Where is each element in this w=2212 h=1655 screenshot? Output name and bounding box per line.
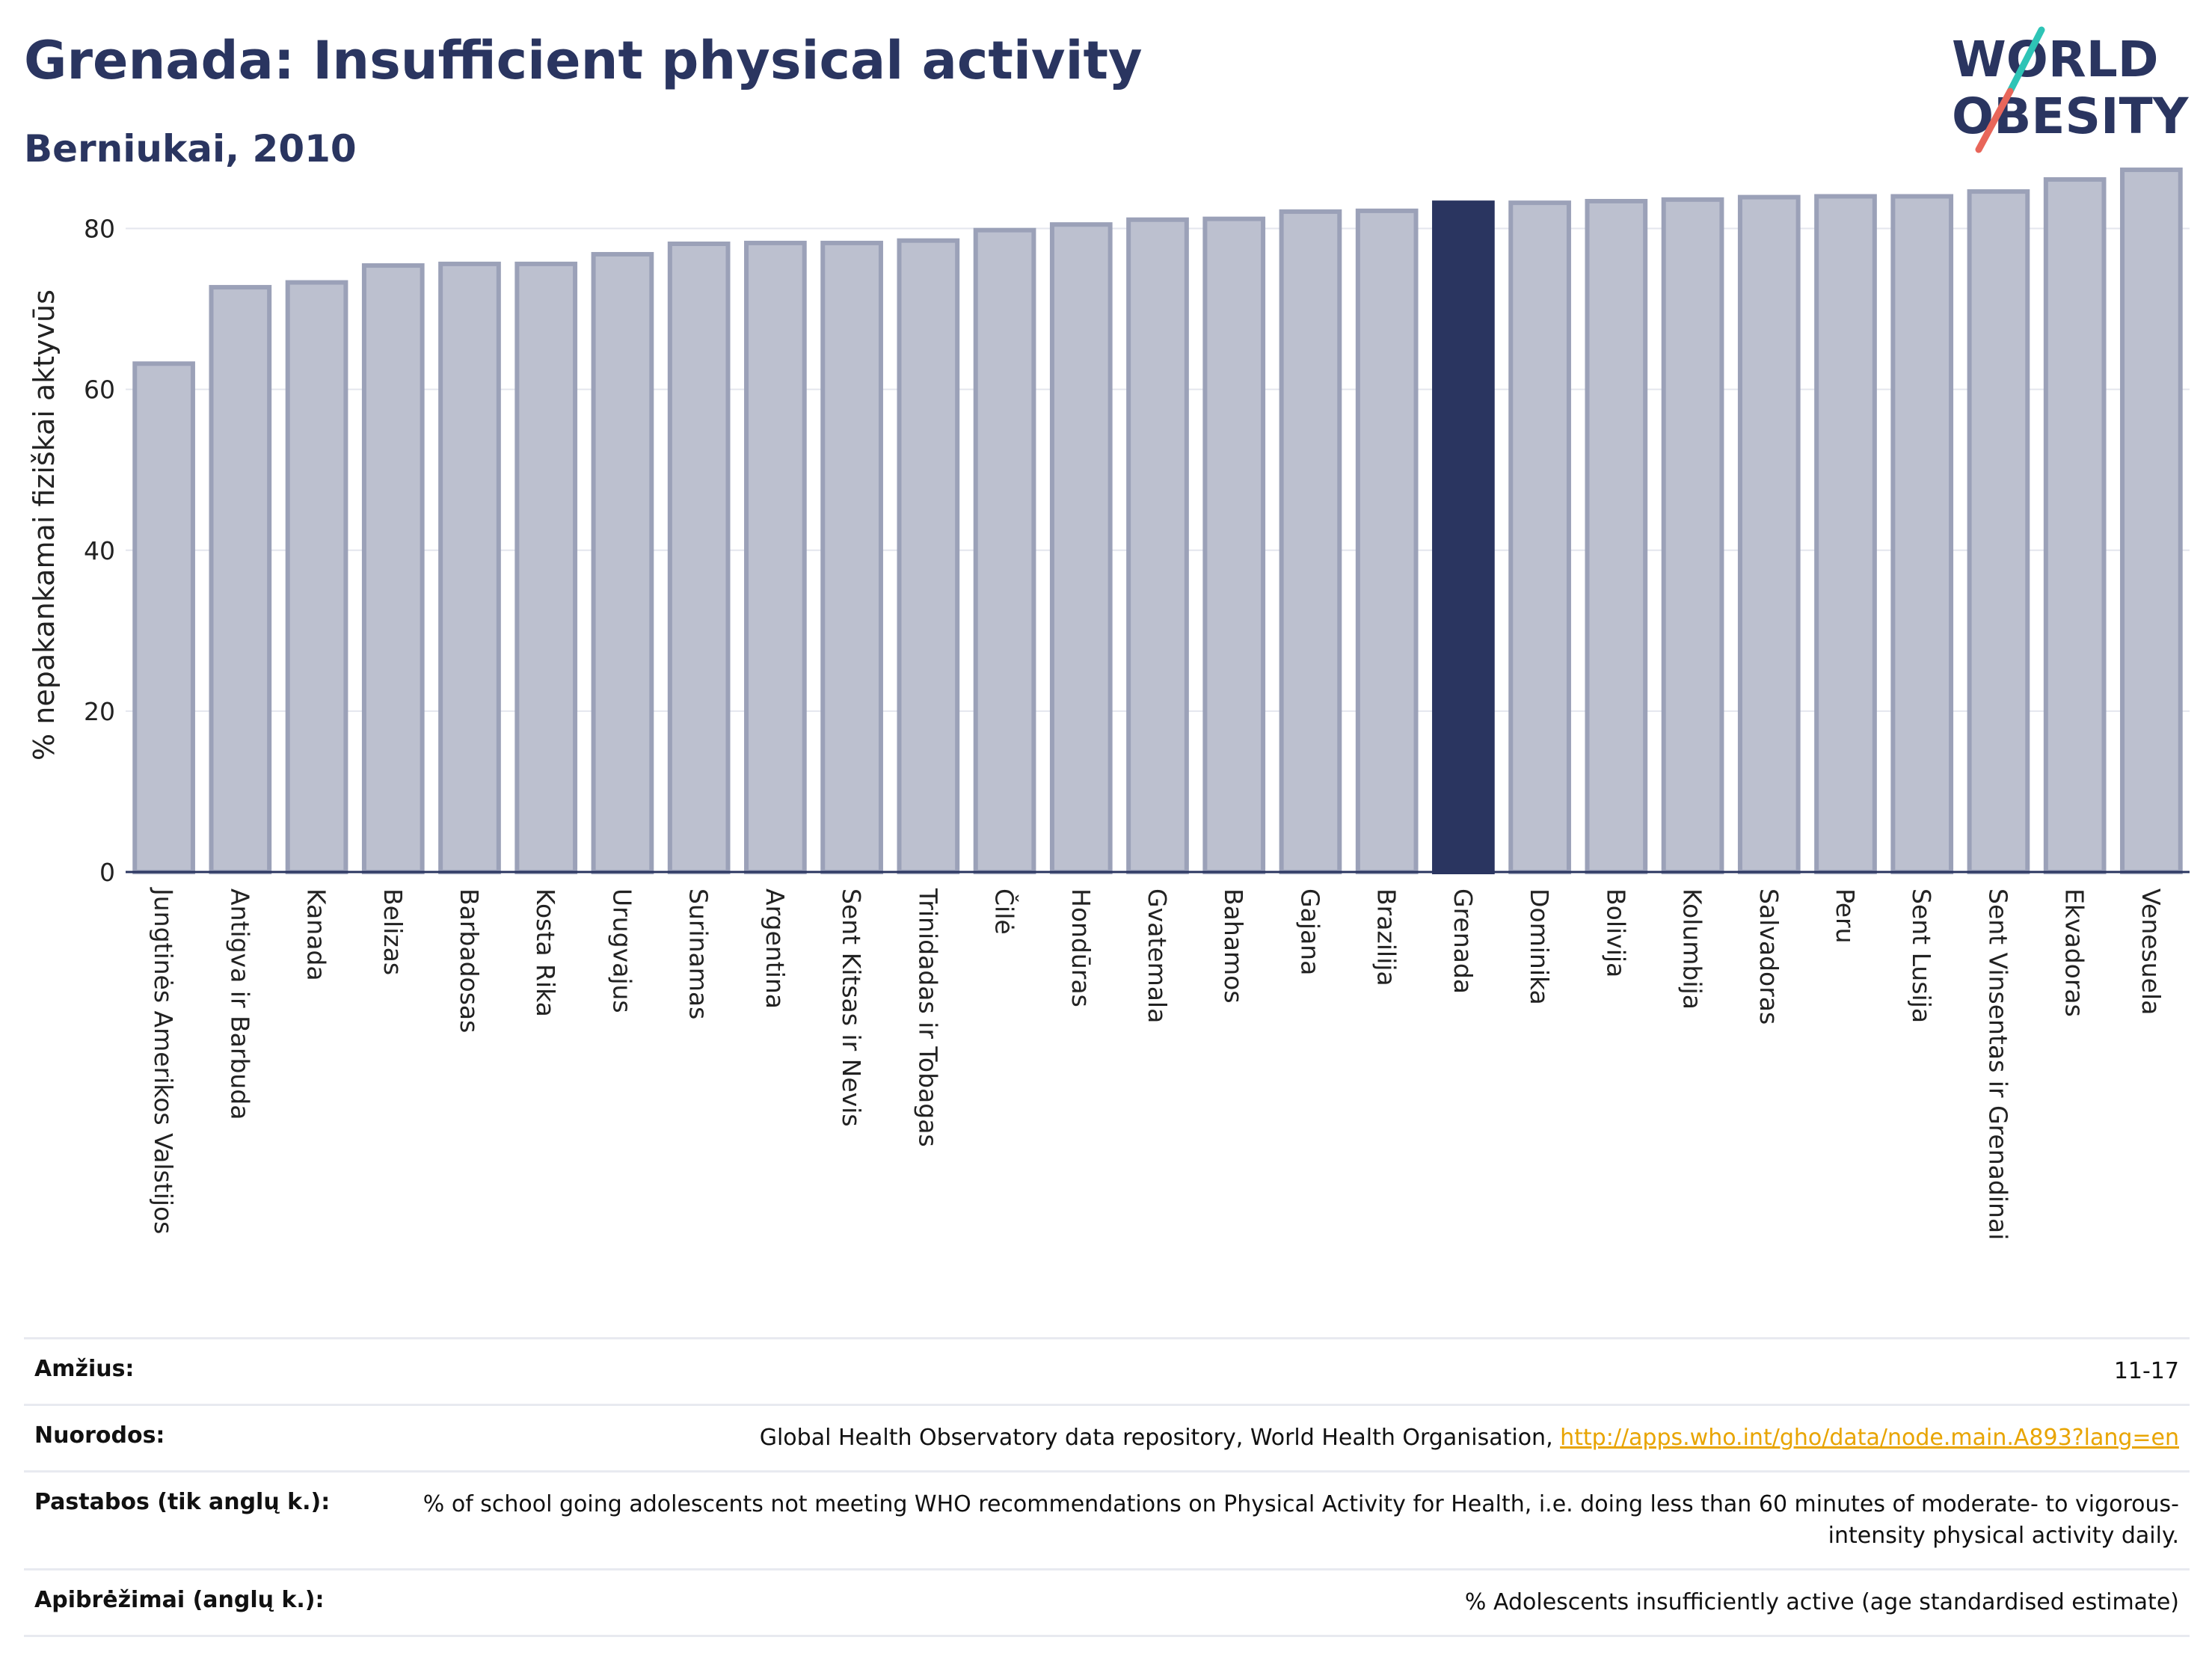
x-tick-label: Sent Vinsentas ir Grenadinai [1983,888,2012,1240]
bar-country[interactable] [1737,194,1801,874]
metadata-key: Apibrėžimai (anglų k.): [34,1587,325,1613]
y-axis: 0 20 40 60 80 [84,215,115,887]
metadata-row: Apibrėžimai (anglų k.): % Adolescents ins… [24,1568,2190,1637]
metadata-key: Nuorodos: [34,1422,165,1449]
source-link[interactable]: http://apps.who.int/gho/data/node.main.A… [1560,1425,2179,1451]
x-tick-label: Brazilija [1372,888,1401,986]
bar-country[interactable] [897,238,960,874]
x-tick-label: Venesuela [2136,888,2166,1015]
logo-line1: WORLD [1952,31,2159,88]
x-tick-label: Ekvadoras [2060,888,2089,1017]
logo-slash-teal [2006,26,2045,95]
world-obesity-logo: WORLD OBESITY [1952,26,2190,153]
bar-country[interactable] [285,280,348,874]
bar-highlight[interactable] [1432,200,1495,875]
x-tick-label: Urugvajus [607,888,636,1013]
metadata-key: Amžius: [34,1356,135,1382]
bar-country[interactable] [209,285,272,874]
x-tick-label: Dominika [1525,888,1554,1005]
bar-country[interactable] [1814,194,1877,874]
x-tick-label: Belizas [378,888,408,975]
bar-country[interactable] [744,240,807,875]
x-tick-label: Sent Kitsas ir Nevis [837,888,866,1127]
y-tick-label: 0 [99,858,115,887]
bar-country[interactable] [667,241,731,875]
metadata-value: % of school going adolescents not meetin… [360,1489,2179,1552]
x-tick-label: Gajana [1295,888,1324,975]
x-tick-label: Bahamos [1219,888,1248,1004]
logo-line2: OBESITY [1952,87,2190,145]
metadata-row: Amžius: 11-17 [24,1337,2190,1404]
bar-country[interactable] [973,227,1036,874]
bar-country[interactable] [1890,194,1954,874]
metadata-text: % of school going adolescents not meetin… [423,1491,2179,1549]
x-tick-label: Trinidadas ir Tobagas [913,888,942,1147]
bar-country[interactable] [1049,222,1113,874]
x-tick-label: Kanada [302,888,331,981]
x-tick-label: Barbadosas [455,888,484,1033]
metadata-row: Nuorodos: Global Health Observatory data … [24,1404,2190,1470]
bar-chart: 0 20 40 60 80 Jungtinės Amerikos Valstijos An… [28,168,2190,1240]
metadata-key: Pastabos (tik anglų k.): [34,1489,331,1515]
metadata-row: Pastabos (tik anglų k.): % of school goin… [24,1470,2190,1568]
metadata-value: Global Health Observatory data repositor… [760,1422,2179,1454]
x-tick-label: Gvatemala [1143,888,1172,1023]
y-axis-label: % nepakankamai fiziškai aktyvūs [28,289,61,761]
y-tick-label: 60 [84,375,115,405]
chart-subtitle: Berniukai, 2010 [24,127,357,171]
metadata-value: % Adolescents insufficiently active (age… [1465,1587,2179,1618]
y-tick-label: 20 [84,697,115,726]
metadata-table: Amžius: 11-17 Nuorodos: Global Health Obser… [24,1337,2190,1637]
metadata-value: 11-17 [2114,1356,2179,1387]
x-tick-label: Čilė [990,888,1020,935]
bar-country[interactable] [1585,198,1648,874]
bar-country[interactable] [1202,216,1266,875]
bar-country[interactable] [514,261,578,874]
bar-country[interactable] [820,240,883,875]
bar-country[interactable] [361,263,425,874]
bar-country[interactable] [591,251,654,874]
bar-country[interactable] [2043,176,2107,875]
x-tick-label: Surinamas [684,888,713,1019]
metadata-text: Global Health Observatory data repositor… [759,1425,1561,1451]
bar-country[interactable] [1279,209,1342,875]
x-tick-label: Argentina [761,888,790,1009]
bar-country[interactable] [1508,200,1571,875]
bar-country[interactable] [2120,168,2183,875]
bar-country[interactable] [132,361,195,874]
logo-slash-red [1975,87,2014,153]
x-tick-label: Jungtinės Amerikos Valstijos [149,887,178,1234]
x-tick-label: Hondūras [1066,888,1096,1007]
x-tick-label: Bolivija [1601,888,1630,977]
bar-country[interactable] [1126,217,1189,875]
bar-country[interactable] [1355,208,1419,875]
chart-title: Grenada: Insufficient physical activity [24,30,1143,91]
x-tick-label: Grenada [1448,888,1478,994]
metadata-text: % Adolescents insufficiently active (age… [1464,1589,2179,1615]
bar-country[interactable] [1967,189,2030,874]
x-tick-label: Antigva ir Barbuda [225,888,254,1120]
x-tick-label: Kosta Rika [531,888,560,1017]
x-tick-label: Salvadoras [1754,888,1784,1025]
y-tick-label: 80 [84,215,115,244]
bar-country[interactable] [438,261,501,874]
y-tick-label: 40 [84,536,115,565]
x-tick-label: Peru [1831,888,1860,944]
bars [132,168,2183,875]
metadata-text: 11-17 [2113,1358,2179,1384]
x-axis: Jungtinės Amerikos Valstijos Antigva ir B… [126,871,2190,1240]
bar-country[interactable] [1661,197,1724,874]
x-tick-label: Kolumbija [1678,888,1707,1010]
x-tick-label: Sent Lusija [1907,888,1936,1023]
